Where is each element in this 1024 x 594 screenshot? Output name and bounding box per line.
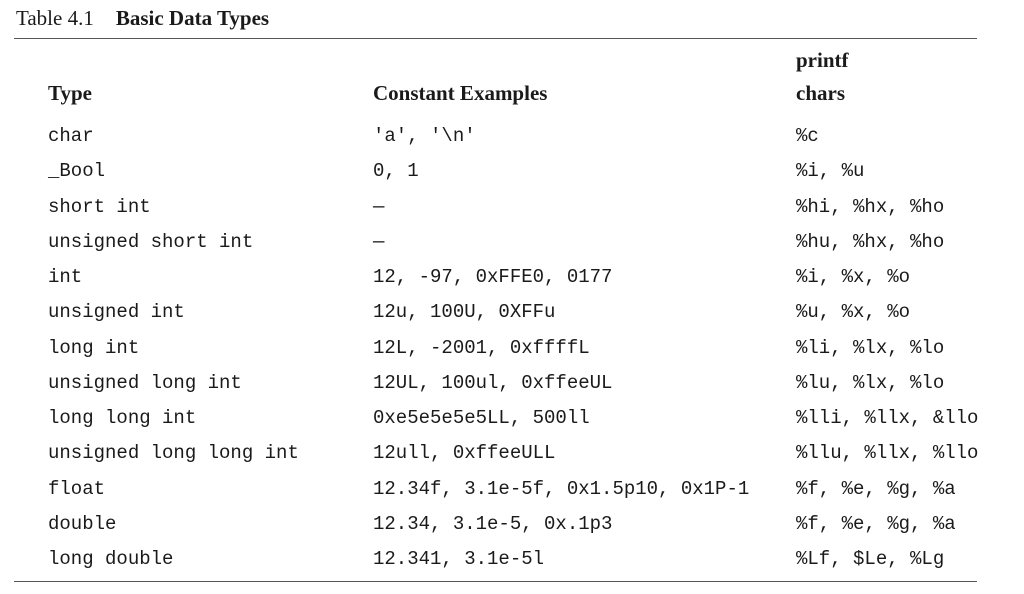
printf-chars-cell: %i, %x, %o <box>796 266 911 288</box>
printf-chars-cell: %Lf, $Le, %Lg <box>796 548 945 570</box>
column-header-type: Type <box>48 81 92 105</box>
top-rule <box>14 38 977 39</box>
constant-examples-cell: 0xe5e5e5e5LL, 500ll <box>373 407 590 429</box>
table-row: unsigned long long int 12ull, 0xffeeULL %l… <box>0 436 1024 471</box>
constant-examples-cell: 12ull, 0xffeeULL <box>373 442 556 465</box>
type-cell: char <box>48 125 94 147</box>
printf-chars-cell: %li, %lx, %lo <box>796 336 945 359</box>
table-row: double 12.34, 3.1e-5, 0x.1p3 %f, %e, %g, %… <box>0 507 1024 542</box>
constant-examples-cell: 12u, 100U, 0XFFu <box>373 301 556 324</box>
printf-chars-cell: %i, %u <box>796 160 865 183</box>
constant-examples-cell: 12.34f, 3.1e-5f, 0x1.5p10, 0x1P-1 <box>373 477 750 500</box>
table-row: unsigned long int 12UL, 100ul, 0xffeeUL %l… <box>0 366 1024 401</box>
table-row: long double 12.341, 3.1e-5l %Lf, $Le, %Lg <box>0 542 1024 577</box>
table-body: char 'a', '\n' %c _Bool 0, 1 %i, %u short int —… <box>0 119 1024 577</box>
type-cell: long int <box>48 336 140 359</box>
constant-examples-cell: — <box>373 195 385 218</box>
type-cell: float <box>48 477 106 500</box>
printf-chars-cell: %lli, %llx, &llo <box>796 407 979 429</box>
table-row: unsigned short int — %hu, %hx, %ho <box>0 225 1024 260</box>
constant-examples-cell: 0, 1 <box>373 160 419 183</box>
table-caption: Table 4.1 Basic Data Types <box>16 6 269 31</box>
type-cell: unsigned short int <box>48 230 254 253</box>
type-cell: long long int <box>48 407 197 429</box>
constant-examples-cell: 12UL, 100ul, 0xffeeUL <box>373 371 613 394</box>
constant-examples-cell: 'a', '\n' <box>373 125 476 147</box>
table-title: Basic Data Types <box>115 6 270 30</box>
table-row: char 'a', '\n' %c <box>0 119 1024 154</box>
printf-chars-cell: %llu, %llx, %llo <box>796 442 979 465</box>
constant-examples-cell: — <box>373 230 385 253</box>
type-cell: unsigned long long int <box>48 442 299 465</box>
printf-chars-cell: %u, %x, %o <box>796 301 911 324</box>
constant-examples-cell: 12.34, 3.1e-5, 0x.1p3 <box>373 512 613 535</box>
table-row: int 12, -97, 0xFFE0, 0177 %i, %x, %o <box>0 260 1024 295</box>
printf-chars-cell: %hu, %hx, %ho <box>796 230 945 253</box>
printf-chars-cell: %c <box>796 125 819 147</box>
constant-examples-cell: 12.341, 3.1e-5l <box>373 548 545 570</box>
table-row: long int 12L, -2001, 0xffffL %li, %lx, %lo <box>0 331 1024 366</box>
table-row: long long int 0xe5e5e5e5LL, 500ll %lli, %l… <box>0 401 1024 436</box>
column-header-printf-chars: printf chars <box>796 48 849 105</box>
constant-examples-cell: 12, -97, 0xFFE0, 0177 <box>373 266 613 288</box>
bottom-rule <box>14 581 977 582</box>
printf-chars-cell: %hi, %hx, %ho <box>796 195 945 218</box>
printf-chars-cell: %f, %e, %g, %a <box>796 477 956 500</box>
type-cell: unsigned int <box>48 301 185 324</box>
type-cell: _Bool <box>48 160 106 183</box>
table-row: float 12.34f, 3.1e-5f, 0x1.5p10, 0x1P-1 %f… <box>0 472 1024 507</box>
table-row: short int — %hi, %hx, %ho <box>0 190 1024 225</box>
column-header-constant-examples: Constant Examples <box>373 81 548 105</box>
table-row: _Bool 0, 1 %i, %u <box>0 154 1024 189</box>
table-row: unsigned int 12u, 100U, 0XFFu %u, %x, %o <box>0 295 1024 330</box>
table-number: Table 4.1 <box>16 6 94 30</box>
printf-chars-cell: %f, %e, %g, %a <box>796 512 956 535</box>
type-cell: long double <box>48 548 174 570</box>
constant-examples-cell: 12L, -2001, 0xffffL <box>373 336 590 359</box>
printf-chars-cell: %lu, %lx, %lo <box>796 371 945 394</box>
type-cell: short int <box>48 195 151 218</box>
type-cell: int <box>48 266 83 288</box>
type-cell: unsigned long int <box>48 371 242 394</box>
type-cell: double <box>48 512 117 535</box>
